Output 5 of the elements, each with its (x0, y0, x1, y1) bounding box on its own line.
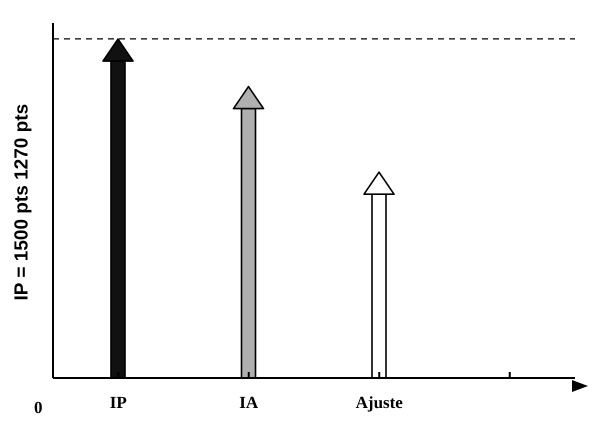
text: 0 (34, 398, 42, 418)
x-tick-label: Ajuste (356, 393, 404, 412)
y-axis-title: IP = 1500 pts 1270 pts (12, 104, 33, 300)
x-tick-label: IP (110, 393, 127, 412)
x-tick-label: IA (239, 393, 259, 412)
